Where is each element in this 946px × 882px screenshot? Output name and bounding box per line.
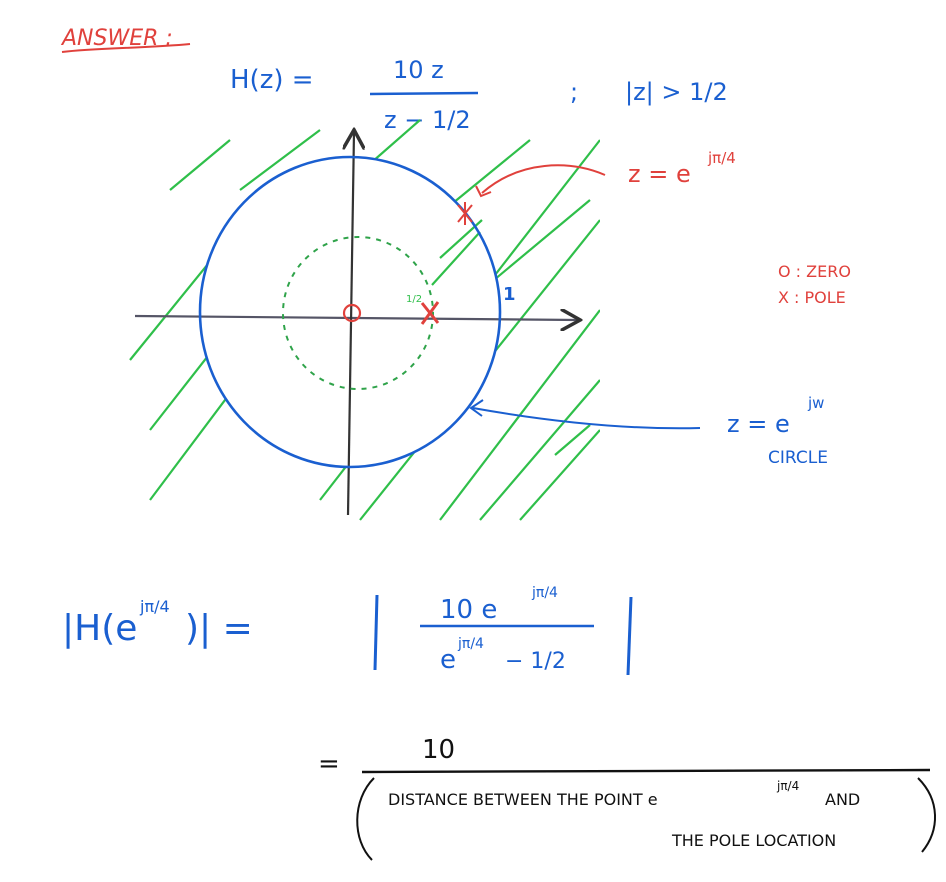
circle-annotation-exp: jw bbox=[807, 394, 824, 412]
tf-separator: ; bbox=[570, 78, 578, 106]
unit-label: 1 bbox=[503, 284, 516, 305]
tf-lhs: H(z) = bbox=[230, 65, 314, 95]
eval-numerator-exp: jπ/4 bbox=[531, 585, 558, 601]
result-equals: = bbox=[318, 749, 340, 779]
tf-fraction-bar bbox=[369, 91, 479, 96]
eval-numerator: 10 e bbox=[440, 595, 497, 625]
point-marker bbox=[457, 202, 473, 225]
circle-annotation: z = e bbox=[727, 410, 790, 438]
legend-pole: X : POLE bbox=[778, 288, 846, 307]
circle-annotation-label: CIRCLE bbox=[768, 448, 828, 468]
tf-roc: |z| > 1/2 bbox=[625, 78, 728, 106]
magnitude-evaluation: |H(e jπ/4 )| = 10 e jπ/4 e jπ/4 − 1/2 bbox=[62, 585, 633, 676]
tf-numerator: 10 z bbox=[393, 56, 444, 84]
eval-abs-left bbox=[373, 594, 379, 671]
pole-marker bbox=[420, 301, 440, 325]
real-axis bbox=[134, 316, 578, 320]
result-paren-left bbox=[356, 777, 375, 861]
transfer-function: H(z) = 10 z z − 1/2 ; |z| > 1/2 bbox=[230, 56, 728, 134]
point-annotation: z = e bbox=[628, 160, 691, 188]
result-numerator: 10 bbox=[422, 735, 455, 765]
eval-denominator-tail: − 1/2 bbox=[505, 649, 566, 674]
point-arrow bbox=[481, 164, 606, 194]
zero-marker bbox=[342, 303, 362, 323]
pole-value-label: 1/2 bbox=[406, 294, 422, 305]
eval-lhs-close: )| = bbox=[185, 608, 253, 649]
eval-lhs-exp: jπ/4 bbox=[139, 597, 170, 616]
circle-arrow bbox=[472, 407, 701, 430]
point-annotation-exp: jπ/4 bbox=[707, 149, 736, 167]
eval-lhs: |H(e bbox=[62, 608, 137, 649]
pole-radius-circle bbox=[282, 236, 434, 390]
eval-denominator-exp: jπ/4 bbox=[457, 636, 484, 652]
eval-denominator: e bbox=[440, 645, 456, 675]
result-denominator-exp: jπ/4 bbox=[776, 779, 799, 793]
legend-zero: O : ZERO bbox=[778, 262, 851, 281]
answer-underline bbox=[61, 43, 191, 53]
result-fraction-bar bbox=[361, 768, 931, 774]
result-denominator-and: AND bbox=[825, 790, 860, 809]
distance-result: = 10 DISTANCE BETWEEN THE POINT e jπ/4 A… bbox=[318, 735, 936, 861]
result-paren-right bbox=[917, 777, 936, 853]
imag-axis bbox=[348, 132, 354, 516]
unit-circle bbox=[198, 155, 502, 469]
tf-denominator: z − 1/2 bbox=[384, 106, 471, 134]
result-denominator-line2: THE POLE LOCATION bbox=[671, 831, 836, 850]
eval-abs-right bbox=[626, 596, 633, 676]
result-denominator-line1: DISTANCE BETWEEN THE POINT e bbox=[388, 790, 658, 809]
